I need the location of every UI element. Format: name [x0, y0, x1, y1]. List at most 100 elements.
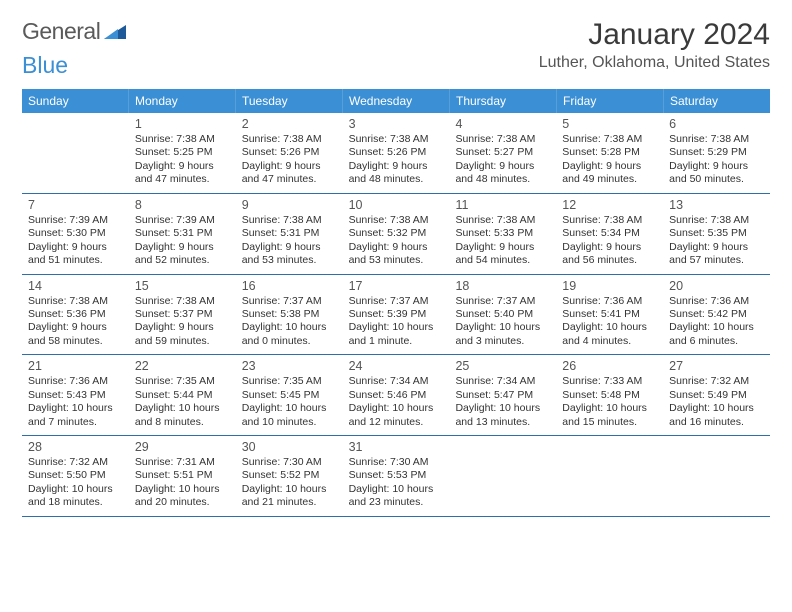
daylight-line: Daylight: 10 hours and 10 minutes.: [242, 402, 337, 429]
day-number: 30: [242, 439, 337, 455]
sunset-line: Sunset: 5:37 PM: [135, 308, 230, 321]
sunrise-line: Sunrise: 7:38 AM: [135, 295, 230, 308]
day-cell: 26Sunrise: 7:33 AMSunset: 5:48 PMDayligh…: [556, 355, 663, 435]
day-number: 6: [669, 116, 764, 132]
daylight-line: Daylight: 9 hours and 51 minutes.: [28, 241, 123, 268]
sunrise-line: Sunrise: 7:38 AM: [562, 214, 657, 227]
sunset-line: Sunset: 5:31 PM: [135, 227, 230, 240]
day-cell: 17Sunrise: 7:37 AMSunset: 5:39 PMDayligh…: [343, 275, 450, 355]
sunset-line: Sunset: 5:36 PM: [28, 308, 123, 321]
calendar-page: General January 2024 Luther, Oklahoma, U…: [0, 0, 792, 527]
sunset-line: Sunset: 5:53 PM: [349, 469, 444, 482]
day-cell: 15Sunrise: 7:38 AMSunset: 5:37 PMDayligh…: [129, 275, 236, 355]
daylight-line: Daylight: 10 hours and 0 minutes.: [242, 321, 337, 348]
day-number: 18: [455, 278, 550, 294]
daylight-line: Daylight: 9 hours and 53 minutes.: [242, 241, 337, 268]
sunrise-line: Sunrise: 7:36 AM: [669, 295, 764, 308]
day-number: 2: [242, 116, 337, 132]
day-cell: 16Sunrise: 7:37 AMSunset: 5:38 PMDayligh…: [236, 275, 343, 355]
weekday-sunday: Sunday: [22, 89, 129, 113]
sunrise-line: Sunrise: 7:36 AM: [28, 375, 123, 388]
sunrise-line: Sunrise: 7:32 AM: [28, 456, 123, 469]
day-cell: 27Sunrise: 7:32 AMSunset: 5:49 PMDayligh…: [663, 355, 770, 435]
sunset-line: Sunset: 5:47 PM: [455, 389, 550, 402]
day-number: 9: [242, 197, 337, 213]
day-cell: 21Sunrise: 7:36 AMSunset: 5:43 PMDayligh…: [22, 355, 129, 435]
daylight-line: Daylight: 10 hours and 15 minutes.: [562, 402, 657, 429]
day-cell: 14Sunrise: 7:38 AMSunset: 5:36 PMDayligh…: [22, 275, 129, 355]
brand-logo: General: [22, 18, 126, 45]
day-number: 7: [28, 197, 123, 213]
day-cell: 28Sunrise: 7:32 AMSunset: 5:50 PMDayligh…: [22, 436, 129, 516]
weekday-tuesday: Tuesday: [236, 89, 343, 113]
day-number: 17: [349, 278, 444, 294]
daylight-line: Daylight: 10 hours and 1 minute.: [349, 321, 444, 348]
daylight-line: Daylight: 10 hours and 3 minutes.: [455, 321, 550, 348]
daylight-line: Daylight: 9 hours and 50 minutes.: [669, 160, 764, 187]
day-number: 21: [28, 358, 123, 374]
day-number: 23: [242, 358, 337, 374]
week-row: 7Sunrise: 7:39 AMSunset: 5:30 PMDaylight…: [22, 194, 770, 275]
sunrise-line: Sunrise: 7:35 AM: [135, 375, 230, 388]
sunset-line: Sunset: 5:27 PM: [455, 146, 550, 159]
day-number: 1: [135, 116, 230, 132]
sunrise-line: Sunrise: 7:36 AM: [562, 295, 657, 308]
sunset-line: Sunset: 5:38 PM: [242, 308, 337, 321]
daylight-line: Daylight: 9 hours and 53 minutes.: [349, 241, 444, 268]
day-cell: 4Sunrise: 7:38 AMSunset: 5:27 PMDaylight…: [449, 113, 556, 193]
sunrise-line: Sunrise: 7:35 AM: [242, 375, 337, 388]
day-number: 8: [135, 197, 230, 213]
sunset-line: Sunset: 5:46 PM: [349, 389, 444, 402]
day-cell: 1Sunrise: 7:38 AMSunset: 5:25 PMDaylight…: [129, 113, 236, 193]
daylight-line: Daylight: 9 hours and 48 minutes.: [455, 160, 550, 187]
sunrise-line: Sunrise: 7:32 AM: [669, 375, 764, 388]
sunset-line: Sunset: 5:26 PM: [349, 146, 444, 159]
day-cell: 5Sunrise: 7:38 AMSunset: 5:28 PMDaylight…: [556, 113, 663, 193]
day-number: 26: [562, 358, 657, 374]
sunset-line: Sunset: 5:42 PM: [669, 308, 764, 321]
sunset-line: Sunset: 5:43 PM: [28, 389, 123, 402]
daylight-line: Daylight: 9 hours and 52 minutes.: [135, 241, 230, 268]
weekday-monday: Monday: [129, 89, 236, 113]
day-cell: 7Sunrise: 7:39 AMSunset: 5:30 PMDaylight…: [22, 194, 129, 274]
sunrise-line: Sunrise: 7:38 AM: [242, 133, 337, 146]
title-block: January 2024 Luther, Oklahoma, United St…: [539, 18, 770, 72]
sunrise-line: Sunrise: 7:31 AM: [135, 456, 230, 469]
daylight-line: Daylight: 10 hours and 7 minutes.: [28, 402, 123, 429]
day-cell: 6Sunrise: 7:38 AMSunset: 5:29 PMDaylight…: [663, 113, 770, 193]
empty-cell: [449, 436, 556, 516]
sunset-line: Sunset: 5:52 PM: [242, 469, 337, 482]
day-cell: 9Sunrise: 7:38 AMSunset: 5:31 PMDaylight…: [236, 194, 343, 274]
empty-cell: [663, 436, 770, 516]
sunset-line: Sunset: 5:48 PM: [562, 389, 657, 402]
sunset-line: Sunset: 5:31 PM: [242, 227, 337, 240]
sunset-line: Sunset: 5:25 PM: [135, 146, 230, 159]
daylight-line: Daylight: 9 hours and 54 minutes.: [455, 241, 550, 268]
sunrise-line: Sunrise: 7:38 AM: [349, 214, 444, 227]
daylight-line: Daylight: 10 hours and 13 minutes.: [455, 402, 550, 429]
day-number: 11: [455, 197, 550, 213]
day-number: 15: [135, 278, 230, 294]
sunrise-line: Sunrise: 7:38 AM: [28, 295, 123, 308]
day-cell: 25Sunrise: 7:34 AMSunset: 5:47 PMDayligh…: [449, 355, 556, 435]
day-cell: 18Sunrise: 7:37 AMSunset: 5:40 PMDayligh…: [449, 275, 556, 355]
sunset-line: Sunset: 5:39 PM: [349, 308, 444, 321]
day-cell: 2Sunrise: 7:38 AMSunset: 5:26 PMDaylight…: [236, 113, 343, 193]
daylight-line: Daylight: 10 hours and 20 minutes.: [135, 483, 230, 510]
day-cell: 29Sunrise: 7:31 AMSunset: 5:51 PMDayligh…: [129, 436, 236, 516]
day-number: 4: [455, 116, 550, 132]
daylight-line: Daylight: 10 hours and 18 minutes.: [28, 483, 123, 510]
sunrise-line: Sunrise: 7:38 AM: [349, 133, 444, 146]
day-cell: 10Sunrise: 7:38 AMSunset: 5:32 PMDayligh…: [343, 194, 450, 274]
daylight-line: Daylight: 10 hours and 16 minutes.: [669, 402, 764, 429]
day-number: 31: [349, 439, 444, 455]
sunrise-line: Sunrise: 7:37 AM: [349, 295, 444, 308]
daylight-line: Daylight: 10 hours and 21 minutes.: [242, 483, 337, 510]
week-row: 28Sunrise: 7:32 AMSunset: 5:50 PMDayligh…: [22, 436, 770, 517]
sunset-line: Sunset: 5:30 PM: [28, 227, 123, 240]
day-number: 10: [349, 197, 444, 213]
sunrise-line: Sunrise: 7:30 AM: [349, 456, 444, 469]
day-cell: 23Sunrise: 7:35 AMSunset: 5:45 PMDayligh…: [236, 355, 343, 435]
day-number: 19: [562, 278, 657, 294]
sunset-line: Sunset: 5:51 PM: [135, 469, 230, 482]
